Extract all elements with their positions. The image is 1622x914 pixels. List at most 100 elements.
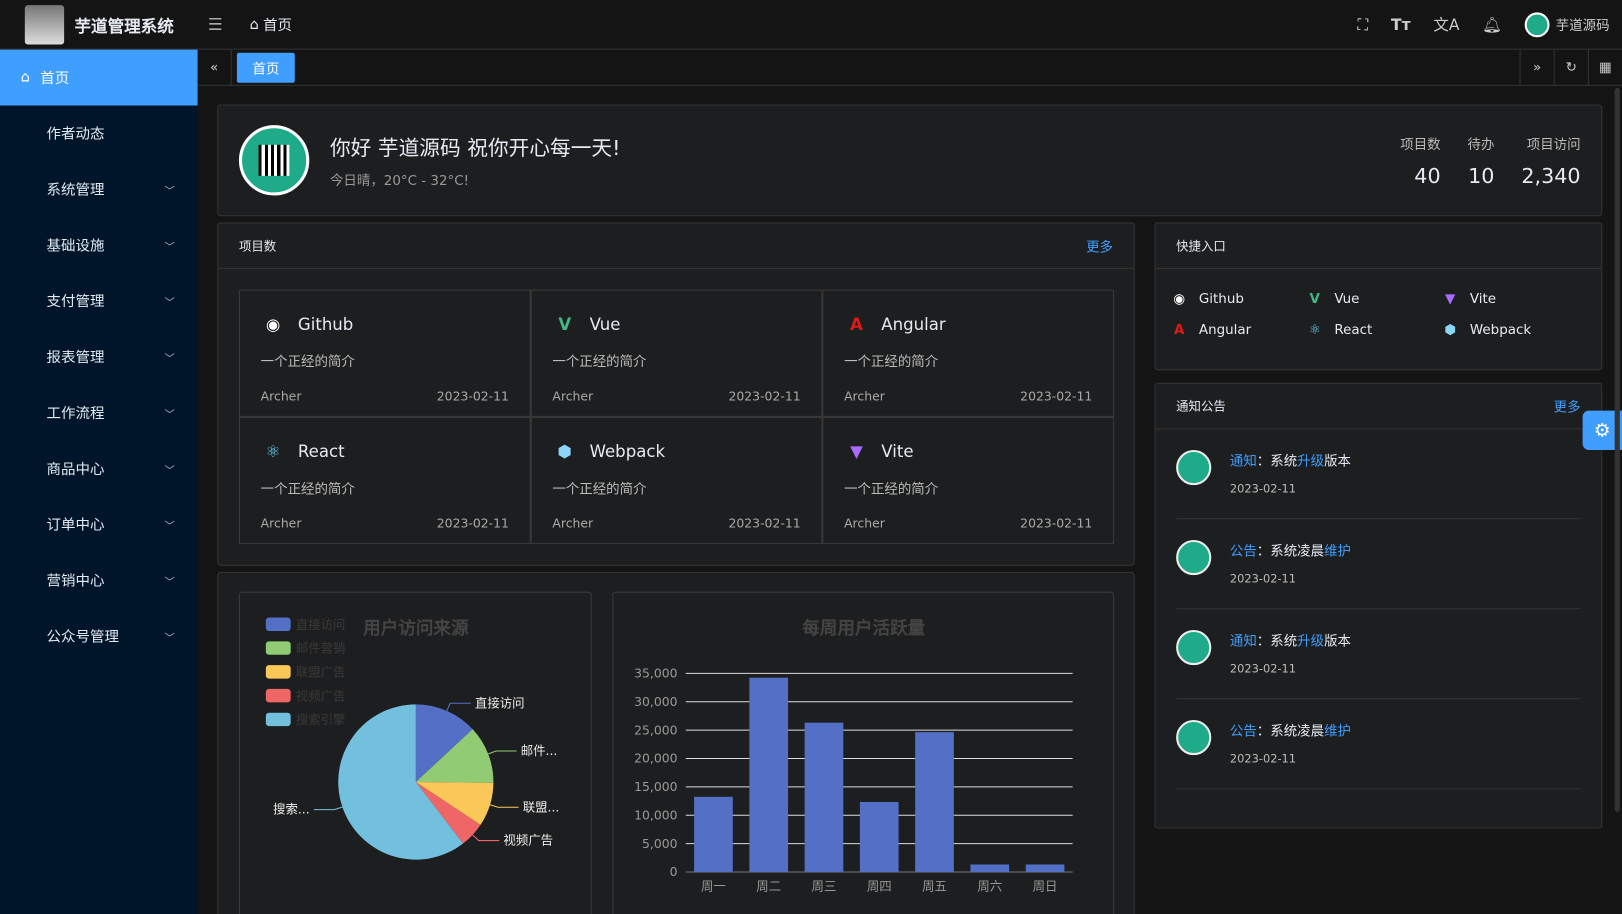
project-author: Archer xyxy=(844,516,885,531)
refresh-icon[interactable]: ↻ xyxy=(1553,49,1588,86)
project-card[interactable]: ⚛ React 一个正经的简介 Archer 2023-02-11 xyxy=(238,416,531,545)
y-tick-label: 25,000 xyxy=(634,722,678,737)
breadcrumb[interactable]: ⌂ 首页 xyxy=(250,14,292,35)
project-desc: 一个正经的简介 xyxy=(552,482,647,498)
projects-card: 项目数 更多 ◉ Github 一个正经的简介 Archer 2023-02-11 V Vue… xyxy=(217,222,1135,566)
pie-slice xyxy=(415,704,473,783)
sidebar-item[interactable]: 商品中心 ﹀ xyxy=(0,441,198,497)
webpack-icon: ⬢ xyxy=(557,441,573,461)
home-icon: ⌂ xyxy=(249,16,259,33)
project-card[interactable]: ⬢ Webpack 一个正经的简介 Archer 2023-02-11 xyxy=(530,416,823,545)
sidebar-item[interactable]: 报表管理 ﹀ xyxy=(0,329,198,385)
notice-separator: ： xyxy=(1256,454,1271,470)
projects-more-link[interactable]: 更多 xyxy=(1086,239,1114,256)
quick-entry-link[interactable]: A Angular xyxy=(1170,321,1306,340)
tab-home[interactable]: 首页 xyxy=(236,52,295,83)
fullscreen-icon[interactable]: ⛶ xyxy=(1357,14,1369,34)
sidebar-item[interactable]: ⌂ 首页 xyxy=(0,49,198,106)
notice-item[interactable]: 通知：系统升级版本 2023-02-11 xyxy=(1176,609,1581,700)
x-tick-label: 周五 xyxy=(922,879,947,894)
chevron-down-icon: ﹀ xyxy=(164,520,175,533)
notice-type[interactable]: 公告 xyxy=(1229,724,1257,740)
chevron-down-icon: ﹀ xyxy=(164,409,175,421)
project-name: Vue xyxy=(589,313,621,334)
bar xyxy=(915,732,954,872)
quick-entry-label: Angular xyxy=(1198,322,1252,338)
notice-item[interactable]: 通知：系统升级版本 2023-02-11 xyxy=(1176,429,1581,520)
legend-swatch xyxy=(265,641,291,655)
scrollbar[interactable] xyxy=(1614,87,1620,813)
sidebar-item[interactable]: 工作流程 ﹀ xyxy=(0,385,198,441)
notice-item[interactable]: 公告：系统凌晨维护 2023-02-11 xyxy=(1176,519,1581,610)
sidebar-item[interactable]: 支付管理 ﹀ xyxy=(0,273,198,329)
angular-icon: A xyxy=(1174,322,1185,338)
bar xyxy=(970,864,1010,872)
font-size-icon[interactable]: Tт xyxy=(1390,14,1411,34)
quick-entry-link[interactable]: ▼ Vite xyxy=(1441,290,1577,309)
bar xyxy=(694,796,733,872)
avatar xyxy=(1524,11,1550,37)
chevron-down-icon: ﹀ xyxy=(164,353,175,365)
quick-entry-link[interactable]: ⬢ Webpack xyxy=(1441,321,1577,340)
y-tick-label: 15,000 xyxy=(634,779,678,794)
sidebar-item[interactable]: 作者动态 xyxy=(0,106,198,162)
sidebar-item[interactable]: 营销中心 ﹀ xyxy=(0,552,198,608)
legend-label: 直接访问 xyxy=(296,617,346,632)
sidebar-item[interactable]: 订单中心 ﹀ xyxy=(0,497,198,553)
github-icon: ◉ xyxy=(1173,291,1186,307)
bell-icon[interactable]: 🔔︎ xyxy=(1482,14,1502,34)
user-avatar-qr xyxy=(238,125,310,196)
project-desc: 一个正经的简介 xyxy=(260,482,355,498)
project-date: 2023-02-11 xyxy=(1020,516,1093,531)
x-tick-label: 周一 xyxy=(701,879,726,894)
sidebar-item-label: 商品中心 xyxy=(46,461,105,478)
react-icon: ⚛ xyxy=(265,441,281,461)
notice-type[interactable]: 公告 xyxy=(1229,544,1257,560)
welcome-card: 你好 芋道源码 祝你开心每一天! 今日晴，20°C - 32°C! 项目数 40 待… xyxy=(217,104,1603,217)
notice-type[interactable]: 通知 xyxy=(1229,634,1257,650)
project-author: Archer xyxy=(260,388,302,404)
y-tick-label: 35,000 xyxy=(634,666,678,681)
sidebar-item[interactable]: 公众号管理 ﹀ xyxy=(0,608,198,664)
sidebar-item-label: 支付管理 xyxy=(46,293,105,311)
notice-date: 2023-02-11 xyxy=(1229,572,1297,586)
quick-entry-label: React xyxy=(1334,322,1373,338)
stat-item: 项目数 40 xyxy=(1400,133,1440,188)
pie-slice-label: 搜索... xyxy=(273,802,310,817)
sidebar-item[interactable]: 系统管理 ﹀ xyxy=(0,161,198,217)
vite-icon: ▼ xyxy=(850,441,863,461)
pie-slice xyxy=(415,729,494,783)
pie-slice xyxy=(338,704,464,860)
quick-entry-link[interactable]: ◉ Github xyxy=(1170,290,1306,309)
menu-toggle-icon[interactable]: ☰ xyxy=(207,14,223,35)
quick-entry-link[interactable]: V Vue xyxy=(1305,290,1441,309)
x-tick-label: 周四 xyxy=(867,879,892,894)
project-author: Archer xyxy=(260,516,302,531)
avatar xyxy=(1176,449,1212,486)
user-menu[interactable]: 芋道源码 xyxy=(1524,11,1610,37)
project-card[interactable]: V Vue 一个正经的简介 Archer 2023-02-11 xyxy=(530,289,823,417)
notice-text-end: 版本 xyxy=(1324,634,1352,650)
project-name: Github xyxy=(297,313,354,334)
logo[interactable]: 芋道管理系统 xyxy=(0,4,198,44)
github-icon: ◉ xyxy=(265,313,281,334)
chevron-down-icon: ﹀ xyxy=(164,576,175,589)
pie-slice-label: 邮件... xyxy=(521,743,558,758)
scroll-left-icon[interactable]: « xyxy=(198,49,232,86)
notices-more-link[interactable]: 更多 xyxy=(1553,400,1581,416)
project-card[interactable]: A Angular 一个正经的简介 Archer 2023-02-11 xyxy=(822,289,1115,417)
translate-icon[interactable]: 文A xyxy=(1433,15,1460,35)
quick-entry-link[interactable]: ⚛ React xyxy=(1305,321,1441,340)
grid-menu-icon[interactable]: ▦ xyxy=(1587,49,1622,86)
project-card[interactable]: ▼ Vite 一个正经的简介 Archer 2023-02-11 xyxy=(822,416,1115,545)
project-author: Archer xyxy=(552,388,594,404)
scroll-right-icon[interactable]: » xyxy=(1519,49,1554,86)
notice-type[interactable]: 通知 xyxy=(1229,454,1257,470)
project-name: Webpack xyxy=(589,441,666,461)
notice-item[interactable]: 公告：系统凌晨维护 2023-02-11 xyxy=(1176,699,1581,790)
notice-date: 2023-02-11 xyxy=(1229,662,1297,676)
project-card[interactable]: ◉ Github 一个正经的简介 Archer 2023-02-11 xyxy=(238,289,531,417)
legend-swatch xyxy=(265,688,291,703)
home-icon: ⌂ xyxy=(20,69,30,86)
sidebar-item[interactable]: 基础设施 ﹀ xyxy=(0,217,198,273)
